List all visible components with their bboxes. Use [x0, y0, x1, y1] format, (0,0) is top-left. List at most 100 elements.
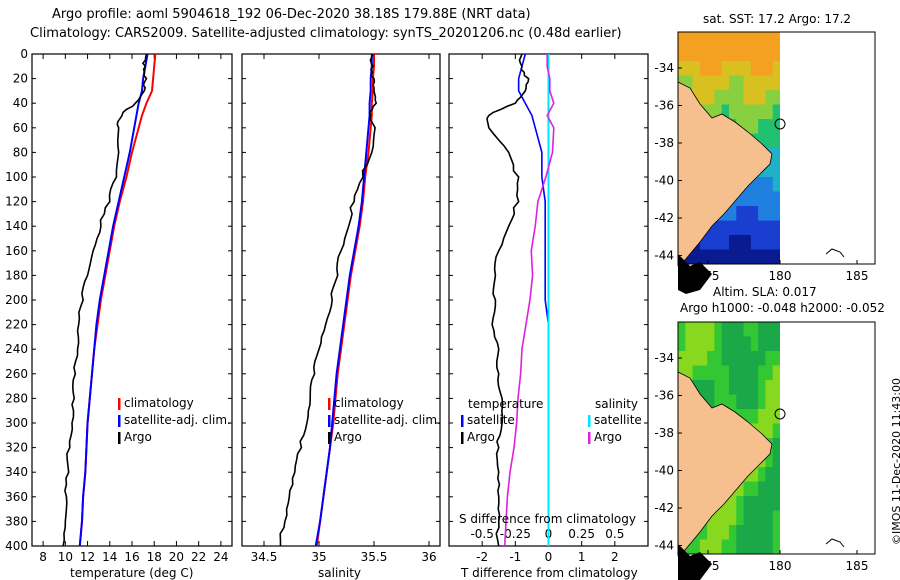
- map-cell: [772, 61, 781, 76]
- legend3-sal-title: salinity: [595, 397, 639, 411]
- map-cell: [707, 32, 715, 47]
- chatham-island: [825, 248, 845, 258]
- legend2-climatology: climatology: [334, 396, 404, 410]
- map-cell: [765, 409, 774, 424]
- map-cell: [750, 104, 759, 120]
- map-cell: [758, 322, 766, 337]
- map-cell: [699, 249, 708, 265]
- lon-tick-label: 175: [697, 269, 720, 283]
- map-cell: [765, 525, 774, 540]
- lat-tick-label: -38: [654, 136, 674, 150]
- map-cell: [692, 336, 701, 352]
- map-cell: [729, 220, 737, 236]
- map-cell: [699, 351, 708, 366]
- map-cell: [721, 75, 730, 91]
- map-cell: [707, 75, 715, 91]
- map-cell: [765, 177, 774, 192]
- map-cell: [758, 249, 766, 265]
- map-cell: [714, 365, 723, 381]
- map-cell: [699, 380, 708, 395]
- lon-tick-label: 185: [846, 269, 869, 283]
- map-cell: [765, 249, 774, 265]
- map-cell: [765, 90, 774, 105]
- map-cell: [729, 394, 737, 410]
- map-cell: [685, 46, 694, 62]
- map-cell: [743, 46, 752, 62]
- map-cell: [736, 365, 745, 381]
- lat-tick-label: -42: [654, 501, 674, 515]
- map-cell: [750, 336, 759, 352]
- ytick-label: 140: [5, 219, 28, 233]
- map-cell: [772, 380, 781, 395]
- map-cell: [729, 365, 737, 381]
- map-cell: [729, 104, 737, 120]
- land-north-island: [677, 81, 773, 267]
- map-cell: [721, 32, 730, 47]
- lat-tick-label: -40: [654, 174, 674, 188]
- map-cell: [750, 467, 759, 482]
- map-cell: [692, 32, 701, 47]
- map-cell: [758, 177, 766, 192]
- map-cell: [692, 539, 701, 555]
- map-cell: [678, 75, 686, 91]
- map-cell: [772, 90, 781, 105]
- ytick-label: 20: [13, 72, 28, 86]
- map-cell: [707, 220, 715, 236]
- map-cell: [721, 61, 730, 76]
- map-cell: [743, 235, 752, 250]
- map-cell: [772, 119, 781, 134]
- map-cell: [765, 365, 774, 381]
- map-cell: [758, 481, 766, 497]
- ytick-label: 360: [5, 490, 28, 504]
- map-cell: [714, 235, 723, 250]
- map-cell: [758, 539, 766, 555]
- xlabel-temperature: temperature (deg C): [70, 566, 194, 580]
- map-cell: [765, 46, 774, 62]
- map-cell: [765, 206, 774, 221]
- lat-tick-label: -44: [654, 249, 674, 263]
- map-cell: [758, 365, 766, 381]
- map-cell: [714, 61, 723, 76]
- map-cell: [772, 46, 781, 62]
- lon-tick-label: 180: [769, 559, 792, 573]
- series-line-argo: [62, 53, 148, 547]
- map-cell: [714, 394, 723, 410]
- map-cell: [772, 496, 781, 511]
- ytick-label: 40: [13, 96, 28, 110]
- lat-tick-label: -40: [654, 464, 674, 478]
- map-cell: [707, 249, 715, 265]
- legend-swatch-sat: [328, 415, 331, 427]
- xtick-label: 8: [39, 550, 47, 564]
- map-frame: [677, 321, 876, 555]
- map-cell: [772, 133, 781, 149]
- xtick-label: 18: [147, 550, 162, 564]
- legend3-s-sat: satellite: [594, 413, 642, 427]
- map-cell: [743, 481, 752, 497]
- map-cell: [736, 496, 745, 511]
- map-cell: [692, 322, 701, 337]
- coastal-islands: [678, 544, 712, 580]
- map-cell: [743, 104, 752, 120]
- map-cell: [714, 220, 723, 236]
- map-cell: [685, 351, 694, 366]
- map-cell: [736, 249, 745, 265]
- ytick-label: 380: [5, 514, 28, 528]
- xtick-label: 36: [421, 550, 436, 564]
- map-cell: [678, 32, 686, 47]
- map-cell: [750, 75, 759, 91]
- map-cell: [678, 46, 686, 62]
- map-cell: [714, 104, 723, 120]
- map-cell: [721, 496, 730, 511]
- map-cell: [714, 322, 723, 337]
- map-cell: [772, 467, 781, 482]
- xtick-label: 14: [102, 550, 117, 564]
- map-cell: [729, 351, 737, 366]
- map-cell: [692, 61, 701, 76]
- map-cell: [678, 322, 686, 337]
- map-cell: [678, 365, 686, 381]
- map-cell: [721, 365, 730, 381]
- map-cell: [758, 220, 766, 236]
- map-cell: [765, 539, 774, 555]
- sec-xtick-label: -0.5: [470, 527, 493, 541]
